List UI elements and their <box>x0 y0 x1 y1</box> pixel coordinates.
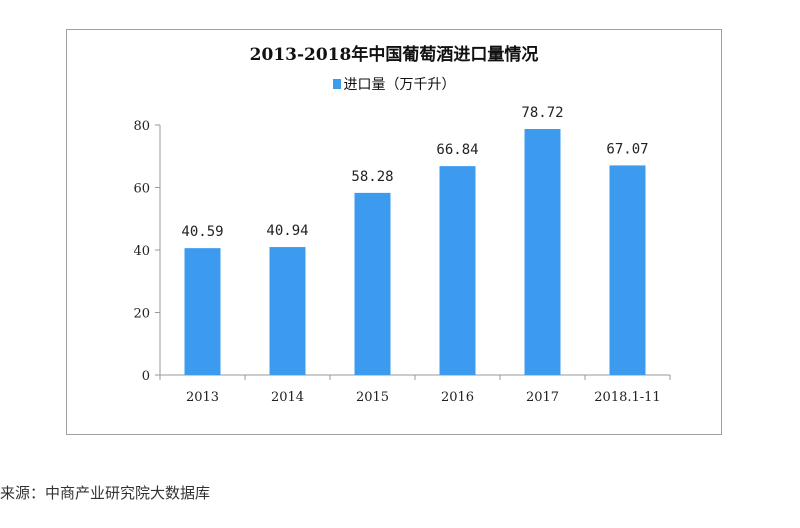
y-tick-label: 20 <box>133 307 150 322</box>
bar-2017 <box>524 129 561 375</box>
bar-2015 <box>354 192 391 375</box>
x-tick-label: 2018.1-11 <box>594 390 660 405</box>
legend-label: 进口量（万千升） <box>343 77 456 93</box>
chart-frame <box>66 29 722 435</box>
source-note: 来源：中商产业研究院大数据库 <box>0 484 211 502</box>
y-tick-label: 0 <box>142 369 150 384</box>
data-label: 40.59 <box>181 224 223 240</box>
y-tick-label: 80 <box>133 119 150 134</box>
x-tick-label: 2016 <box>441 390 474 405</box>
data-label: 40.94 <box>266 223 308 239</box>
y-tick-label: 60 <box>133 182 150 197</box>
data-label: 58.28 <box>351 169 393 185</box>
bar-2014 <box>269 247 306 375</box>
legend-swatch <box>332 79 341 89</box>
x-tick-label: 2013 <box>186 390 219 405</box>
legend: 进口量（万千升） <box>66 74 722 94</box>
data-label: 78.72 <box>521 105 563 121</box>
x-tick-label: 2014 <box>271 390 304 405</box>
data-label: 66.84 <box>436 142 478 158</box>
chart-title: 2013-2018年中国葡萄酒进口量情况 <box>249 45 539 65</box>
bar-2018.1-11 <box>609 165 646 375</box>
bar-2013 <box>184 248 221 375</box>
x-tick-label: 2017 <box>526 390 559 405</box>
bar-2016 <box>439 166 476 375</box>
data-label: 67.07 <box>606 141 648 157</box>
y-tick-label: 40 <box>133 244 150 259</box>
x-tick-label: 2015 <box>356 390 389 405</box>
